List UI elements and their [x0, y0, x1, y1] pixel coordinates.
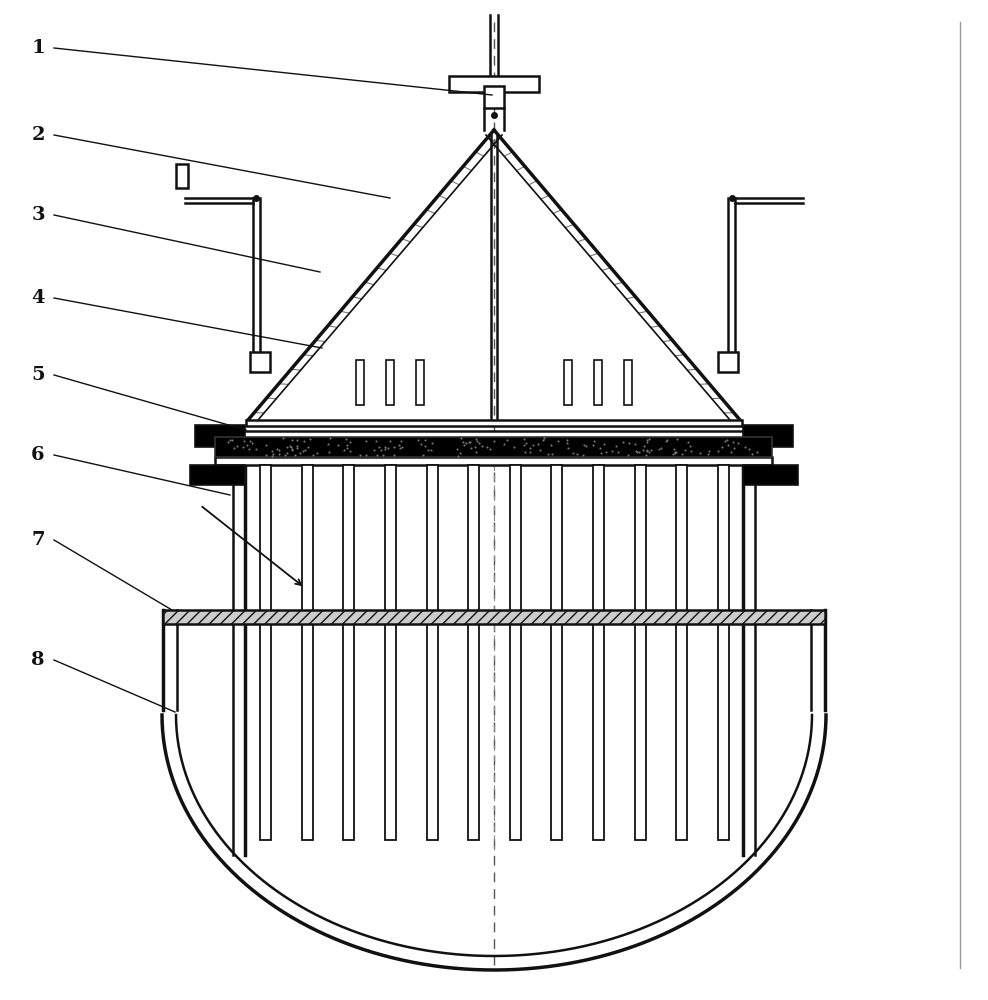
Bar [343, 465, 355, 840]
Text: 7: 7 [32, 531, 44, 549]
Text: 8: 8 [32, 651, 44, 669]
Bar [743, 425, 793, 447]
Bar [215, 437, 772, 457]
Bar [356, 360, 364, 405]
Bar [449, 76, 539, 92]
Bar [743, 465, 798, 485]
Bar [593, 465, 604, 840]
Bar [215, 431, 772, 439]
Bar [215, 457, 772, 465]
Bar [195, 425, 245, 447]
Bar [386, 360, 394, 405]
Bar [551, 465, 562, 840]
Text: 4: 4 [32, 289, 44, 307]
Text: 6: 6 [32, 446, 44, 464]
Bar [468, 465, 479, 840]
Bar [718, 465, 729, 840]
Bar [416, 360, 424, 405]
Text: 3: 3 [32, 206, 44, 224]
Bar [163, 610, 825, 624]
Text: 5: 5 [32, 366, 44, 384]
Bar [176, 164, 188, 188]
Bar [634, 465, 646, 840]
Bar [594, 360, 602, 405]
Bar [301, 465, 312, 840]
Text: 2: 2 [32, 126, 44, 144]
Bar [718, 352, 738, 372]
Bar [190, 465, 245, 485]
Text: 1: 1 [32, 39, 44, 57]
Bar [624, 360, 632, 405]
Bar [250, 352, 270, 372]
Bar [510, 465, 521, 840]
Bar [484, 86, 504, 108]
Bar [427, 465, 438, 840]
Bar [246, 420, 742, 426]
Bar [260, 465, 271, 840]
Bar [677, 465, 688, 840]
Bar [385, 465, 396, 840]
Bar [564, 360, 572, 405]
